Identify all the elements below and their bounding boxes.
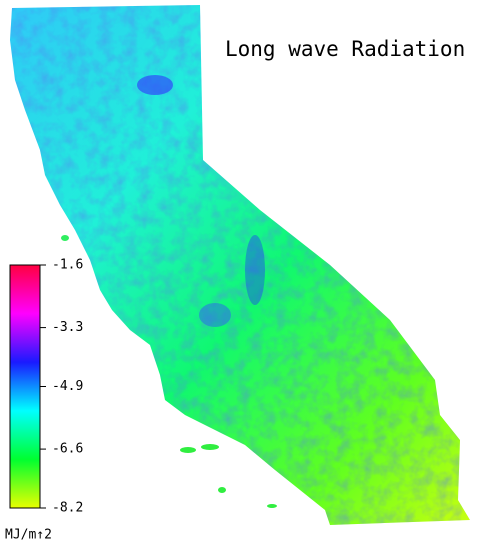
colorbar-tick-label: -3.3 [52, 320, 83, 335]
colorbar-gradient [9, 264, 41, 509]
island [180, 447, 196, 453]
island [201, 444, 219, 450]
island [218, 487, 226, 493]
island [61, 235, 69, 241]
colorbar: MJ/m↑2 -1.6 -3.3 -4.9 -6.6 -8.2 [5, 258, 83, 543]
map-title: Long wave Radiation [225, 37, 465, 61]
colorbar-unit: MJ/m↑2 [5, 528, 52, 543]
colorbar-tick-label: -6.6 [52, 442, 83, 457]
colorbar-tick-label: -8.2 [52, 501, 83, 516]
shade [199, 303, 231, 327]
colorbar-tick-label: -1.6 [52, 258, 83, 273]
island [267, 504, 277, 508]
shade [137, 75, 173, 95]
colorbar-tick-label: -4.9 [52, 379, 83, 394]
shade [245, 235, 265, 305]
